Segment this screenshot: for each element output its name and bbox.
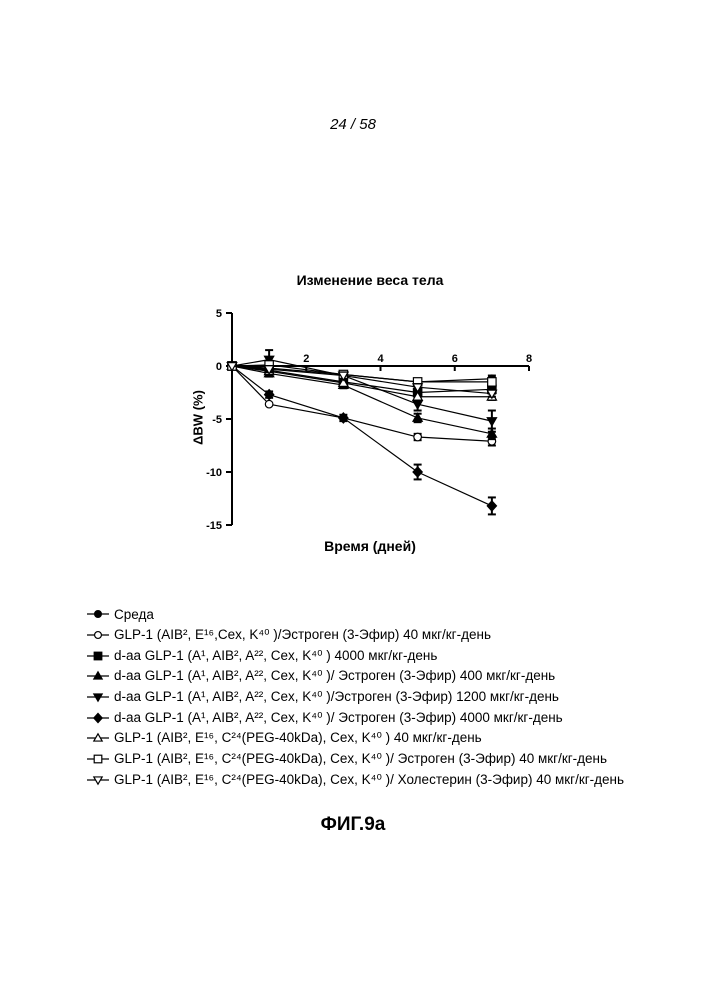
legend-marker (94, 652, 102, 660)
series-6-point (413, 467, 422, 477)
legend-item: GLP-1 (AIB², E¹⁶,Cex, K⁴⁰ )/Эстроген (3-… (86, 625, 686, 646)
series-2-point (414, 433, 422, 441)
legend-item: GLP-1 (AIB², E¹⁶, C²⁴(PEG-40kDa), Cex, K… (86, 728, 686, 749)
legend-swatch-filled-diamond (86, 711, 110, 725)
y-tick-label: 0 (216, 361, 222, 373)
legend-marker (94, 755, 102, 763)
legend-swatch-filled-circle (86, 607, 110, 621)
legend-label: GLP-1 (AIB², E¹⁶, C²⁴(PEG-40kDa), Cex, K… (114, 772, 624, 788)
legend-item: d-aa GLP-1 (A¹, AIB², A²², Cex, K⁴⁰ )/ Э… (86, 707, 686, 728)
legend-label: d-aa GLP-1 (A¹, AIB², A²², Cex, K⁴⁰ )/ Э… (114, 710, 563, 726)
legend-item: d-aa GLP-1 (A¹, AIB², A²², Cex, K⁴⁰ )/Эс… (86, 687, 686, 708)
y-tick-label: -5 (212, 414, 222, 426)
legend-swatch-open-triangle-up (86, 731, 110, 745)
x-tick-label: 2 (303, 353, 309, 365)
y-tick-label: -15 (206, 520, 222, 532)
legend-swatch-open-square (86, 752, 110, 766)
y-tick-label: 5 (216, 308, 222, 320)
legend-marker (94, 713, 102, 722)
legend-label: GLP-1 (AIB², E¹⁶,Cex, K⁴⁰ )/Эстроген (3-… (114, 627, 491, 643)
series-2-point (265, 400, 273, 408)
legend-marker (95, 632, 102, 639)
legend-label: d-aa GLP-1 (A¹, AIB², A²², Cex, K⁴⁰ ) 40… (114, 648, 437, 664)
legend-swatch-filled-triangle-down (86, 690, 110, 704)
x-tick-label: 6 (452, 353, 458, 365)
y-tick-label: -10 (206, 467, 222, 479)
legend-item: GLP-1 (AIB², E¹⁶, C²⁴(PEG-40kDa), Cex, K… (86, 770, 686, 791)
legend-item: d-aa GLP-1 (A¹, AIB², A²², Cex, K⁴⁰ ) 40… (86, 645, 686, 666)
legend-marker (95, 611, 102, 618)
legend-label: d-aa GLP-1 (A¹, AIB², A²², Cex, K⁴⁰ )/Эс… (114, 689, 559, 705)
body-weight-chart: 5 0 -5 -10 -15 2 4 6 8 (0, 0, 706, 600)
y-axis-label: ΔBW (%) (191, 368, 206, 468)
series-5-point (487, 418, 496, 426)
legend-item: d-aa GLP-1 (A¹, AIB², A²², Cex, K⁴⁰ )/ Э… (86, 666, 686, 687)
legend-item: Среда (86, 604, 686, 625)
legend-label: GLP-1 (AIB², E¹⁶, C²⁴(PEG-40kDa), Cex, K… (114, 751, 607, 767)
x-axis-label: Время (дней) (220, 538, 520, 554)
legend-label: GLP-1 (AIB², E¹⁶, C²⁴(PEG-40kDa), Cex, K… (114, 730, 482, 746)
legend-swatch-filled-square (86, 649, 110, 663)
chart-legend: Среда GLP-1 (AIB², E¹⁶,Cex, K⁴⁰ )/Эстроге… (86, 604, 686, 790)
legend-item: GLP-1 (AIB², E¹⁶, C²⁴(PEG-40kDa), Cex, K… (86, 749, 686, 770)
legend-swatch-open-circle (86, 628, 110, 642)
series-8-point (488, 378, 496, 386)
series-6-point (487, 501, 496, 511)
figure-caption: ФИГ.9a (0, 814, 706, 836)
x-tick-label: 8 (526, 353, 532, 365)
x-tick-label: 4 (377, 353, 384, 365)
legend-label: d-aa GLP-1 (A¹, AIB², A²², Cex, K⁴⁰ )/ Э… (114, 668, 555, 684)
legend-label: Среда (114, 607, 154, 622)
legend-swatch-open-triangle-down (86, 773, 110, 787)
legend-swatch-filled-triangle-up (86, 669, 110, 683)
